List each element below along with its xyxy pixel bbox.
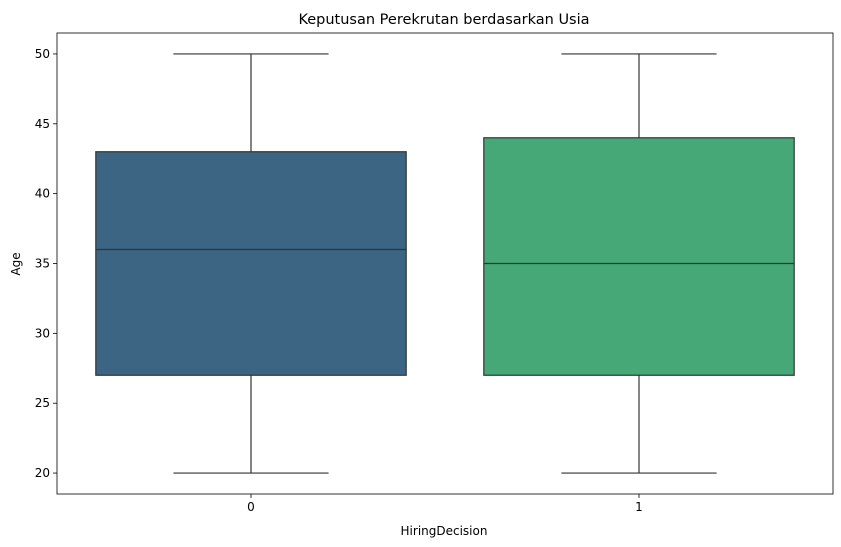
y-tick-label: 20 xyxy=(35,466,50,480)
y-tick-label: 50 xyxy=(35,47,50,61)
x-tick-label: 0 xyxy=(247,500,255,514)
x-axis-label: HiringDecision xyxy=(401,524,488,538)
y-axis-label: Age xyxy=(9,252,23,275)
box-body xyxy=(483,137,795,376)
y-tick-label: 40 xyxy=(35,187,50,201)
y-tick-label: 25 xyxy=(35,396,50,410)
y-tick-label: 35 xyxy=(35,257,50,271)
plot-area: 20 25 30 35 40 45 50 0 1 xyxy=(35,32,834,514)
y-tick-label: 45 xyxy=(35,117,50,131)
x-tick-label: 1 xyxy=(635,500,643,514)
y-tick-label: 30 xyxy=(35,326,50,340)
box-body xyxy=(95,151,407,376)
chart-title: Keputusan Perekrutan berdasarkan Usia xyxy=(298,12,589,28)
